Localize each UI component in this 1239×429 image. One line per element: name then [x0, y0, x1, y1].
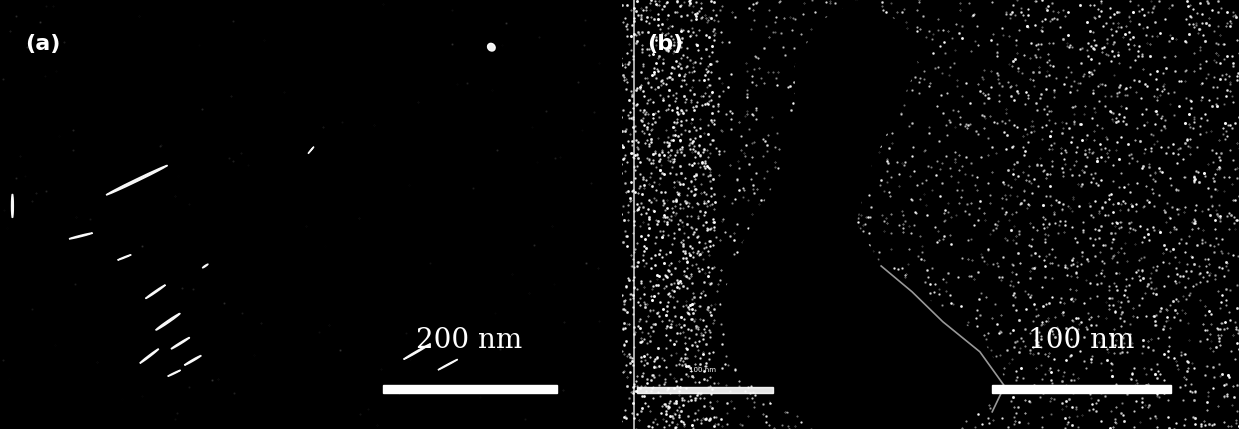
Ellipse shape: [107, 166, 167, 195]
Ellipse shape: [69, 233, 93, 239]
Text: 100 nm: 100 nm: [689, 367, 716, 373]
Bar: [992, 385, 1171, 393]
Bar: [383, 385, 556, 393]
Ellipse shape: [145, 285, 166, 299]
Text: (a): (a): [25, 34, 61, 54]
Ellipse shape: [309, 147, 313, 154]
Ellipse shape: [488, 43, 496, 51]
Ellipse shape: [167, 370, 181, 376]
Ellipse shape: [185, 356, 201, 365]
Ellipse shape: [156, 314, 180, 330]
Ellipse shape: [439, 360, 457, 370]
Ellipse shape: [171, 338, 190, 349]
Text: (b): (b): [647, 34, 683, 54]
Ellipse shape: [140, 349, 159, 363]
Ellipse shape: [11, 194, 14, 218]
Ellipse shape: [203, 264, 208, 268]
Polygon shape: [721, 0, 1005, 429]
Text: 200 nm: 200 nm: [416, 327, 523, 354]
Text: 100 nm: 100 nm: [1028, 327, 1135, 354]
Ellipse shape: [118, 255, 131, 260]
Bar: [637, 387, 773, 393]
Ellipse shape: [404, 344, 430, 360]
